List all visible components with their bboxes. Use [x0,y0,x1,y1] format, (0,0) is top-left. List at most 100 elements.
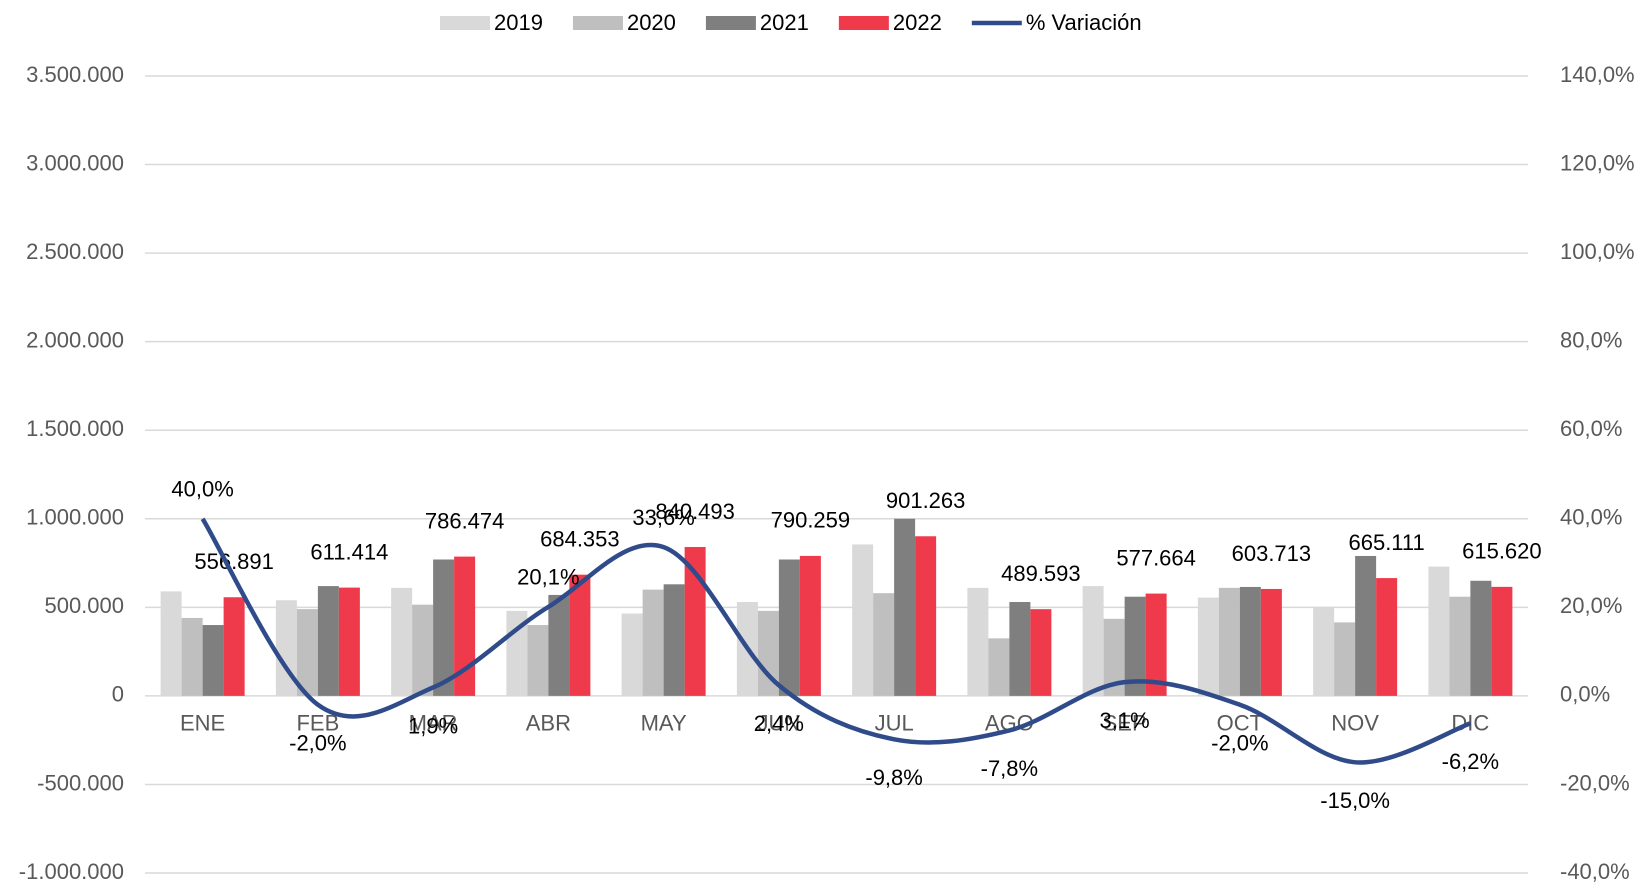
y2-tick-label: -20,0% [1560,770,1630,795]
bar [181,617,203,696]
line-label: 1,9% [408,713,458,738]
line-label: 3,1% [1100,708,1150,733]
x-tick-label: NOV [1331,711,1379,736]
y-tick-label: 500.000 [44,593,124,618]
y-tick-label: 2.500.000 [26,239,124,264]
data-label: 790.259 [771,508,851,533]
line [200,517,1472,765]
bar [202,625,224,696]
bar [1218,587,1240,696]
data-label: 684.353 [540,526,620,551]
x-tick-label: ENE [180,711,225,736]
bar [160,591,182,696]
bar [1355,555,1377,696]
y-tick-label: 3.500.000 [26,62,124,87]
bar [338,587,360,696]
bar [412,604,434,696]
bar [1197,597,1219,696]
bar [1449,596,1471,696]
bar [799,555,821,696]
y-tick-label: 1.000.000 [26,505,124,530]
y-tick-label: 2.000.000 [26,327,124,352]
bar [1334,622,1356,696]
line-label: -7,8% [981,756,1038,781]
bar [223,597,245,696]
bar [852,544,874,696]
y2-tick-label: 80,0% [1560,327,1622,352]
x-tick-label: OCT [1217,711,1263,736]
line-label: -15,0% [1320,788,1390,813]
bar [778,559,800,696]
data-label: 840.493 [655,499,735,524]
line-label: -9,8% [865,765,922,790]
line-label: 20,1% [517,565,579,590]
bar [988,638,1010,696]
y2-tick-label: 60,0% [1560,416,1622,441]
x-tick-label: SEP [1103,711,1147,736]
y2-tick-label: 20,0% [1560,593,1622,618]
legend-swatch [838,16,889,30]
legend-label: 2020 [627,10,676,35]
bar [1470,580,1492,696]
y-tick-label: -500.000 [37,770,124,795]
y-tick-label: 3.000.000 [26,150,124,175]
data-label: 665.111 [1348,530,1424,555]
x-tick-label: DIC [1451,711,1489,736]
bar [527,625,549,696]
y2-tick-label: 120,0% [1560,150,1635,175]
data-label: 615.620 [1462,539,1542,564]
y-tick-label: 1.500.000 [26,416,124,441]
x-tick-label: MAY [641,711,687,736]
y-tick-label: -1.000.000 [19,859,124,884]
legend-swatch [440,16,490,30]
line-label: 40,0% [171,477,233,502]
bar [873,593,895,696]
bar [642,589,664,696]
bar [1030,609,1052,696]
x-tick-label: JUN [757,711,800,736]
y-tick-label: 0 [112,682,124,707]
legend-swatch [705,16,756,30]
bar [894,518,916,696]
data-label: 489.593 [1001,561,1081,586]
x-tick-label: JUL [875,711,914,736]
line-label: 33,6% [632,505,694,530]
x-tick-label: MAR [409,711,458,736]
bar [621,613,643,696]
y2-tick-label: -40,0% [1560,859,1630,884]
data-label: 556.891 [194,549,274,574]
data-label: 577.664 [1116,545,1196,570]
bar [391,587,413,696]
bar [967,587,989,696]
legend-label: 2019 [494,10,543,35]
bar [684,547,706,696]
bar [1376,578,1398,696]
y2-tick-label: 100,0% [1560,239,1635,264]
bar [915,536,937,696]
y2-tick-label: 140,0% [1560,62,1635,87]
data-label: 611.414 [310,539,388,564]
bar [1145,593,1167,696]
bar [1313,607,1335,696]
line-label: -2,0% [1211,731,1268,756]
legend-label: 2021 [760,10,809,35]
bar [433,559,455,696]
legend-label: % Variación [1026,10,1142,35]
bar [569,574,591,696]
bar [1103,618,1125,696]
bar [548,594,570,696]
bar [1082,586,1104,696]
bar [317,586,339,696]
line-label: 2,4% [754,711,804,736]
y2-tick-label: 40,0% [1560,505,1622,530]
bar [1124,596,1146,696]
legend-swatch [572,16,623,30]
x-tick-label: ABR [526,711,571,736]
line-label: -6,2% [1442,749,1499,774]
data-label: 786.474 [425,508,505,533]
data-label: 901.263 [886,488,966,513]
line-label: -2,0% [289,731,346,756]
bar [1009,602,1031,696]
bar [454,556,476,696]
